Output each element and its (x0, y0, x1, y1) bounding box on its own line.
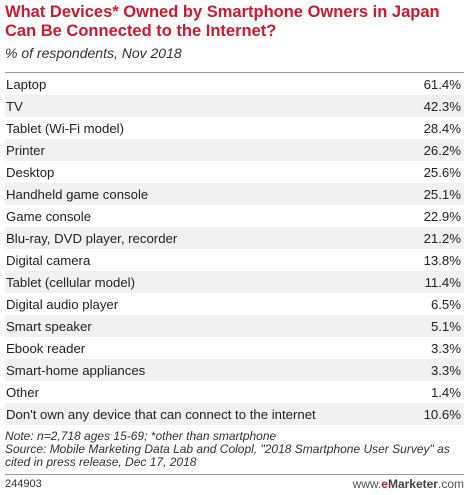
notes: Note: n=2,718 ages 15-69; *other than sm… (5, 430, 465, 469)
table-row: Printer 26.2% (5, 139, 464, 161)
row-value: 10.6% (423, 406, 461, 422)
brand-suffix: .com (437, 477, 464, 491)
table-row: Other 1.4% (5, 381, 464, 403)
data-table: Laptop 61.4% TV 42.3% Tablet (Wi-Fi model) 28… (5, 73, 464, 425)
row-value: 21.2% (423, 230, 461, 246)
row-label: Game console (6, 208, 92, 224)
row-label: Don't own any device that can connect to… (6, 406, 316, 422)
source-text: Source: Mobile Marketing Data Lab and Co… (5, 442, 450, 469)
top-rule (5, 72, 464, 73)
row-label: Digital camera (6, 252, 91, 268)
row-label: Handheld game console (6, 186, 149, 202)
footer-rule (5, 474, 464, 475)
row-value: 25.6% (423, 164, 461, 180)
row-value: 3.3% (430, 362, 461, 378)
table-row: Blu-ray, DVD player, recorder 21.2% (5, 227, 464, 249)
brand-e: e (381, 477, 388, 491)
row-value: 26.2% (423, 142, 461, 158)
row-value: 1.4% (430, 384, 461, 400)
row-value: 28.4% (423, 120, 461, 136)
table-row: Ebook reader 3.3% (5, 337, 464, 359)
row-label: Smart-home appliances (6, 362, 146, 378)
row-label: Laptop (6, 76, 47, 92)
table-row: Digital audio player 6.5% (5, 293, 464, 315)
row-label: Tablet (Wi-Fi model) (6, 120, 124, 136)
row-value: 11.4% (424, 274, 461, 290)
row-label: Smart speaker (6, 318, 92, 334)
row-value: 5.1% (430, 318, 461, 334)
chart-title: What Devices* Owned by Smartphone Owners… (5, 3, 440, 40)
table-row: Don't own any device that can connect to… (5, 403, 464, 425)
table-row: Digital camera 13.8% (5, 249, 464, 271)
brand-prefix: www. (352, 477, 382, 491)
row-label: Printer (6, 142, 45, 158)
row-label: Blu-ray, DVD player, recorder (6, 230, 178, 246)
brand-name: Marketer (387, 477, 438, 491)
row-label: Ebook reader (6, 340, 86, 356)
row-label: Other (6, 384, 39, 400)
row-label: Digital audio player (6, 296, 119, 312)
table-row: Desktop 25.6% (5, 161, 464, 183)
table-row: Smart speaker 5.1% (5, 315, 464, 337)
row-value: 25.1% (423, 186, 461, 202)
table-row: Tablet (Wi-Fi model) 28.4% (5, 117, 464, 139)
note-text: Note: n=2,718 ages 15-69; *other than sm… (5, 429, 277, 443)
table-row: Laptop 61.4% (5, 73, 464, 95)
row-value: 22.9% (423, 208, 461, 224)
row-label: TV (6, 98, 23, 114)
row-label: Tablet (cellular model) (6, 274, 135, 290)
table-row: Smart-home appliances 3.3% (5, 359, 464, 381)
chart-subtitle: % of respondents, Nov 2018 (5, 45, 182, 61)
table-row: TV 42.3% (5, 95, 464, 117)
table-row: Tablet (cellular model) 11.4% (5, 271, 464, 293)
row-value: 42.3% (423, 98, 461, 114)
row-value: 3.3% (430, 340, 461, 356)
row-value: 6.5% (430, 296, 461, 312)
table-row: Game console 22.9% (5, 205, 464, 227)
row-value: 13.8% (423, 252, 461, 268)
emarketer-logo: www.eMarketer.com (353, 477, 464, 491)
table-row: Handheld game console 25.1% (5, 183, 464, 205)
chart-id: 244903 (5, 478, 42, 490)
row-value: 61.4% (423, 76, 461, 92)
row-label: Desktop (6, 164, 55, 180)
